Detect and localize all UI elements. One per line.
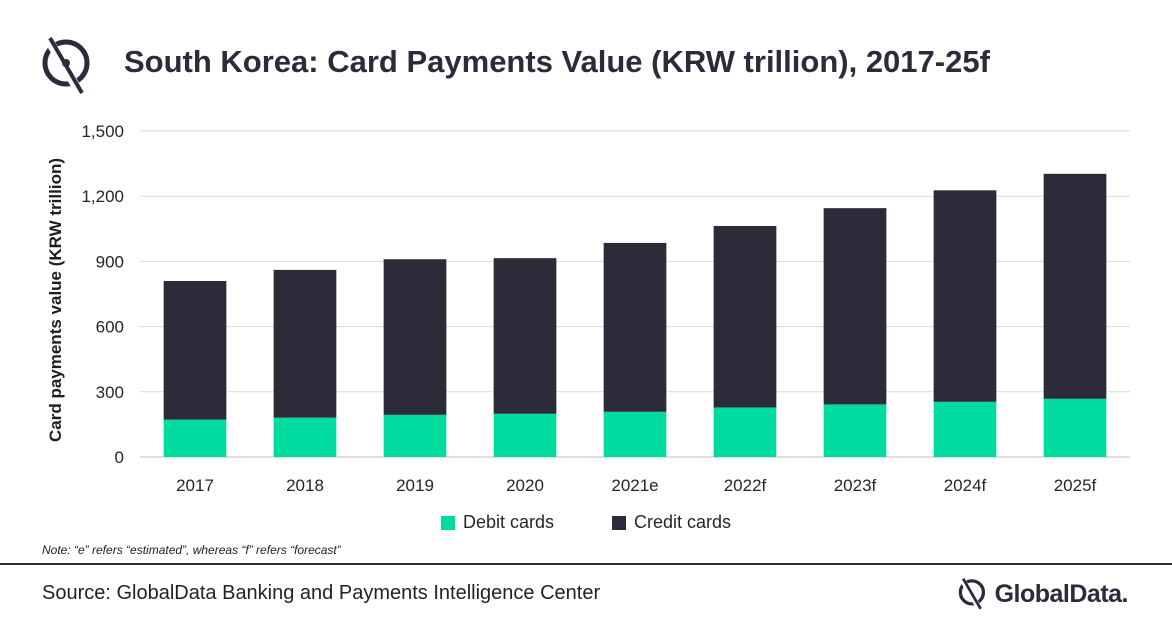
legend-label-credit: Credit cards [634, 512, 732, 532]
legend-label-debit: Debit cards [462, 512, 554, 532]
page-title: South Korea: Card Payments Value (KRW tr… [124, 44, 990, 79]
legend-swatch-credit [612, 515, 626, 530]
stacked-bar-chart: 0 300 600 900 1,200 1,500 2017 2018 2019 2020 2021… [81, 122, 1130, 495]
bar-credit [823, 208, 887, 405]
bar-credit [1043, 173, 1107, 399]
legend-item-credit: Credit cards [612, 512, 731, 533]
legend-swatch-debit [440, 515, 455, 530]
bar-credit [163, 280, 227, 420]
bar-debit [383, 414, 447, 457]
y-tick-label: 600 [96, 318, 124, 337]
x-tick-label: 2017 [176, 476, 214, 495]
y-tick-label: 1,200 [81, 187, 124, 206]
x-tick-label: 2023f [834, 476, 877, 495]
x-tick-label: 2020 [506, 476, 544, 495]
globaldata-logo-icon [42, 36, 90, 96]
bar-debit [603, 411, 667, 457]
bar-credit [713, 225, 777, 408]
y-axis-label: Card payments value (KRW trillion) [46, 157, 65, 443]
chart-note: Note: “e” refers “estimated”, whereas “f… [42, 543, 341, 557]
x-tick-label: 2019 [396, 476, 434, 495]
x-tick-label: 2024f [944, 476, 987, 495]
bar-debit [933, 401, 997, 457]
bar-debit [713, 407, 777, 457]
legend-item-debit: Debit cards [440, 512, 554, 533]
bar-debit [273, 417, 337, 457]
bar-credit [383, 259, 447, 415]
chart-legend: Debit cards Credit cards [0, 512, 1172, 533]
y-tick-label: 0 [115, 448, 124, 467]
x-tick-label: 2018 [286, 476, 324, 495]
bar-debit [493, 413, 557, 457]
globaldata-brand-icon [958, 577, 985, 611]
y-tick-label: 300 [96, 383, 124, 402]
brand-name: GlobalData. [994, 579, 1129, 608]
bar-credit [273, 269, 337, 418]
x-tick-label: 2021e [611, 476, 658, 495]
header: South Korea: Card Payments Value (KRW tr… [0, 0, 1172, 110]
bar-credit [493, 258, 557, 414]
y-tick-label: 1,500 [81, 122, 124, 141]
x-tick-label: 2022f [724, 476, 767, 495]
bar-debit [163, 419, 227, 457]
source-text: Source: GlobalData Banking and Payments … [42, 582, 601, 604]
footer-divider [0, 563, 1172, 565]
brand-logo: GlobalData. [957, 577, 1129, 611]
y-tick-label: 900 [96, 252, 124, 271]
bar-credit [933, 190, 997, 402]
bar-debit [1043, 398, 1107, 457]
bar-credit [603, 242, 667, 412]
bar-debit [823, 404, 887, 457]
x-tick-label: 2025f [1054, 476, 1097, 495]
